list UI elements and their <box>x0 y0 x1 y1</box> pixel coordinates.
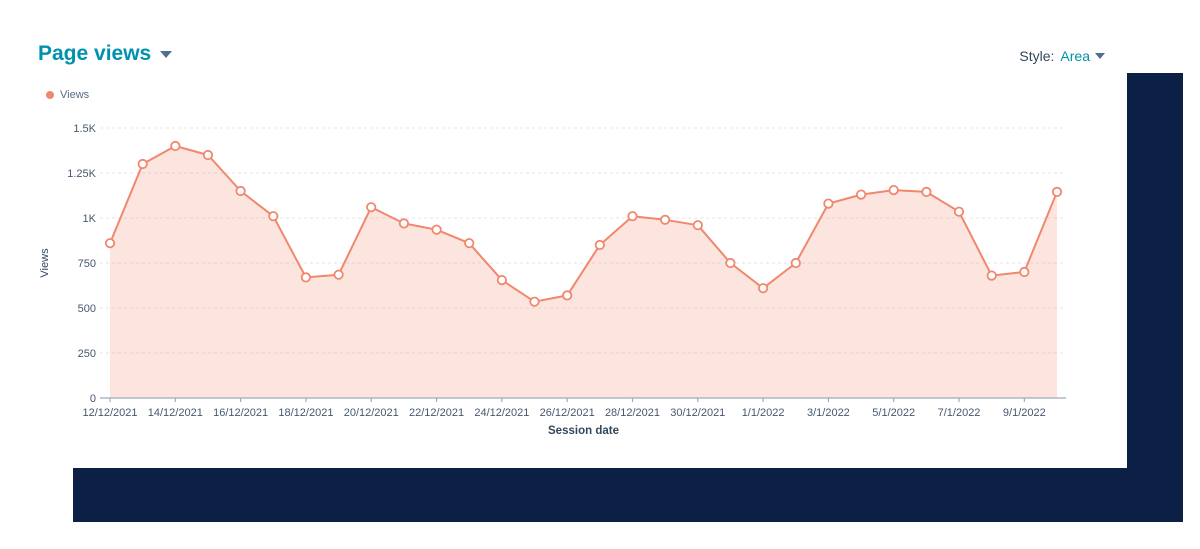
y-tick-label: 1.5K <box>73 123 96 135</box>
x-tick-label: 12/12/2021 <box>82 407 137 419</box>
decor-bar-right <box>1127 73 1183 522</box>
data-point-marker[interactable] <box>300 272 311 283</box>
data-point-marker[interactable] <box>137 158 148 170</box>
area-chart: 0 250 500 750 1K 1.25K 1.5K 12/12/2021 14/12/202… <box>39 123 1066 437</box>
data-point-marker[interactable] <box>790 257 801 269</box>
y-tick-label: 500 <box>78 303 96 315</box>
y-tick-label: 250 <box>78 348 96 360</box>
x-tick-label: 7/1/2022 <box>938 407 981 419</box>
chevron-down-icon[interactable] <box>160 50 173 58</box>
style-value: Area <box>1060 48 1090 64</box>
x-tick-label: 14/12/2021 <box>148 407 203 419</box>
data-point-marker[interactable] <box>464 238 475 249</box>
x-tick-label: 18/12/2021 <box>278 407 333 419</box>
x-tick-label: 9/1/2022 <box>1003 407 1046 419</box>
x-tick-label: 22/12/2021 <box>409 407 464 419</box>
data-point-marker[interactable] <box>431 224 442 235</box>
x-tick-label: 30/12/2021 <box>670 407 725 419</box>
report-title-dropdown[interactable]: Page views <box>38 42 173 66</box>
data-point-marker[interactable] <box>953 206 965 217</box>
data-point-marker[interactable] <box>398 218 409 229</box>
chart-container: 0 250 500 750 1K 1.25K 1.5K 12/12/2021 14/12/202… <box>0 104 1100 449</box>
data-point-marker[interactable] <box>692 220 703 231</box>
data-point-marker[interactable] <box>529 296 540 307</box>
data-point-marker[interactable] <box>986 270 997 281</box>
data-point-marker[interactable] <box>202 149 214 161</box>
legend-item-views[interactable]: Views <box>60 89 90 101</box>
y-tick-label: 1K <box>83 213 97 225</box>
y-tick-label: 750 <box>78 258 96 270</box>
x-tick-label: 20/12/2021 <box>344 407 399 419</box>
x-axis-title: Session date <box>548 425 619 437</box>
data-point-marker[interactable] <box>921 186 932 198</box>
style-label: Style: <box>1019 48 1055 64</box>
data-point-marker[interactable] <box>594 239 605 251</box>
x-tick-label: 1/1/2022 <box>742 407 785 419</box>
x-tick-label: 16/12/2021 <box>213 407 268 419</box>
data-point-marker[interactable] <box>170 140 181 152</box>
legend: Views <box>46 89 89 101</box>
data-point-marker[interactable] <box>268 211 279 222</box>
data-point-marker[interactable] <box>855 189 867 200</box>
series-line <box>109 145 1058 303</box>
x-tick-label: 3/1/2022 <box>807 407 850 419</box>
style-control: Style: Area <box>1019 48 1105 64</box>
x-tick-label: 28/12/2021 <box>605 407 660 419</box>
data-point-marker[interactable] <box>823 198 834 209</box>
y-tick-label: 1.25K <box>67 168 96 180</box>
data-point-marker[interactable] <box>1019 266 1030 278</box>
data-point-marker[interactable] <box>496 275 507 286</box>
x-tick-label: 26/12/2021 <box>540 407 595 419</box>
decor-bar-bottom <box>73 468 1183 522</box>
data-point-marker[interactable] <box>1051 186 1063 198</box>
data-point-marker[interactable] <box>757 283 769 294</box>
x-tick-label: 24/12/2021 <box>474 407 529 419</box>
data-point-marker[interactable] <box>562 290 573 301</box>
data-point-marker[interactable] <box>627 211 638 222</box>
data-point-marker[interactable] <box>333 269 344 280</box>
data-point-marker[interactable] <box>235 185 246 197</box>
chevron-down-icon[interactable] <box>1095 53 1105 59</box>
data-point-marker[interactable] <box>725 257 736 269</box>
y-tick-label: 0 <box>90 393 96 405</box>
page-title: Page views <box>38 42 152 65</box>
data-point-marker[interactable] <box>659 214 671 225</box>
data-point-marker[interactable] <box>366 202 377 213</box>
data-point-marker[interactable] <box>888 185 899 196</box>
x-tick-label: 5/1/2022 <box>872 407 915 419</box>
y-axis-title: Views <box>39 248 51 278</box>
legend-dot-views <box>46 91 54 99</box>
style-dropdown[interactable]: Area <box>1060 48 1105 64</box>
data-point-marker[interactable] <box>104 238 116 249</box>
